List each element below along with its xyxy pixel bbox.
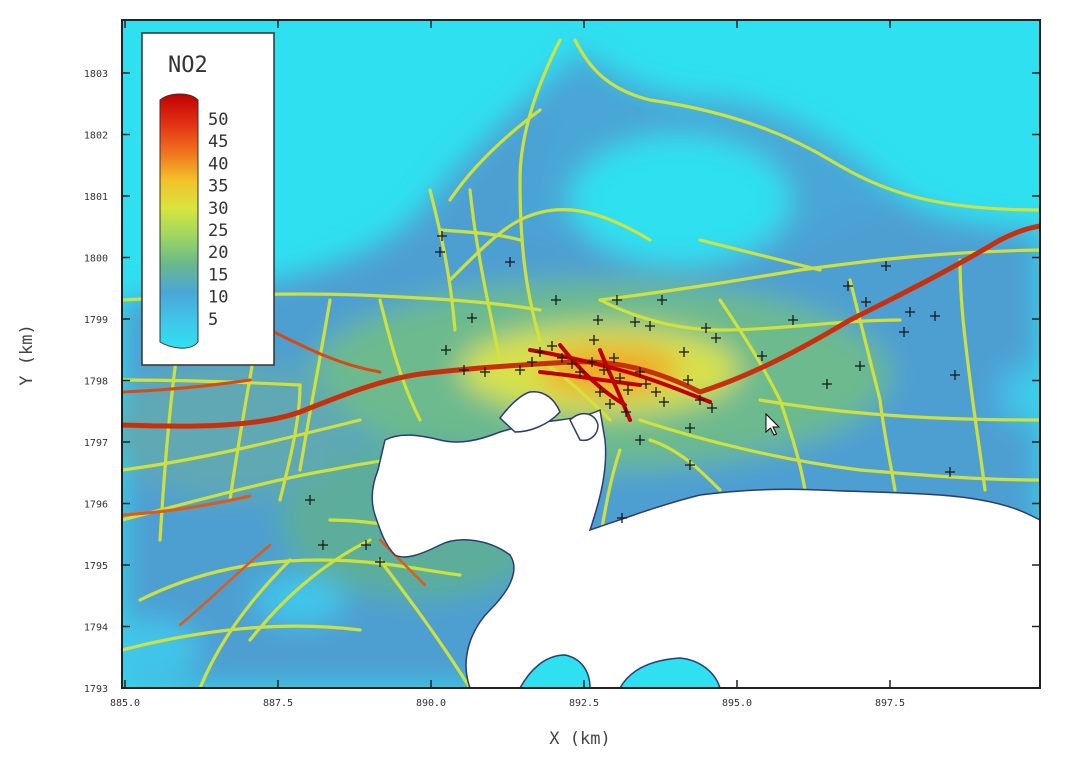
road-network <box>122 38 1040 688</box>
y-tick-label: 1796 <box>84 500 108 511</box>
map-area <box>122 20 1040 688</box>
x-tick-label: 892.5 <box>569 698 599 709</box>
y-axis-label: Y (km) <box>17 324 37 385</box>
x-axis-label: X (km) <box>549 729 610 749</box>
y-tick-label: 1795 <box>84 561 108 572</box>
city-center-hotspot <box>528 343 712 422</box>
legend-level-label: 20 <box>208 243 228 263</box>
y-tick-label: 1803 <box>84 69 108 80</box>
legend-level-label: 40 <box>208 154 228 174</box>
x-tick-label: 897.5 <box>875 698 905 709</box>
y-tick-label: 1798 <box>84 377 108 388</box>
legend-level-label: 30 <box>208 199 228 219</box>
y-tick-label: 1793 <box>84 684 108 695</box>
y-tick-label: 1802 <box>84 131 108 142</box>
x-tick-label: 895.0 <box>722 698 752 709</box>
x-tick-label: 885.0 <box>110 698 140 709</box>
monitoring-stations <box>305 231 960 567</box>
y-tick-label: 1797 <box>84 438 108 449</box>
y-tick-label: 1801 <box>84 192 108 203</box>
mouse-cursor-icon <box>765 412 781 436</box>
legend-level-label: 5 <box>208 310 218 330</box>
legend-level-label: 35 <box>208 177 228 197</box>
plot-frame <box>121 19 1041 689</box>
y-tick-label: 1799 <box>84 315 108 326</box>
highways <box>122 223 1040 627</box>
legend-level-label: 50 <box>208 110 228 130</box>
y-axis-ticks: 1803 1802 1801 1800 1799 1798 1797 1796 1795 1794… <box>84 69 108 695</box>
x-tick-label: 890.0 <box>416 698 446 709</box>
x-axis-ticks: 885.0 887.5 890.0 892.5 895.0 897.5 <box>110 698 905 709</box>
legend-colorbar <box>159 93 199 349</box>
y-tick-label: 1794 <box>84 623 108 634</box>
x-tick-label: 887.5 <box>263 698 293 709</box>
water-bodies <box>371 391 1040 688</box>
y-tick-label: 1800 <box>84 254 108 265</box>
legend-level-label: 10 <box>208 288 228 308</box>
legend-level-label: 15 <box>208 265 228 285</box>
southern-sea-patches <box>519 654 721 688</box>
legend-level-label: 25 <box>208 221 228 241</box>
y-axis-tick-marks <box>122 72 1040 689</box>
legend-level-label: 45 <box>208 132 228 152</box>
legend-title: NO2 <box>168 53 208 78</box>
x-axis-tick-marks <box>124 20 891 688</box>
